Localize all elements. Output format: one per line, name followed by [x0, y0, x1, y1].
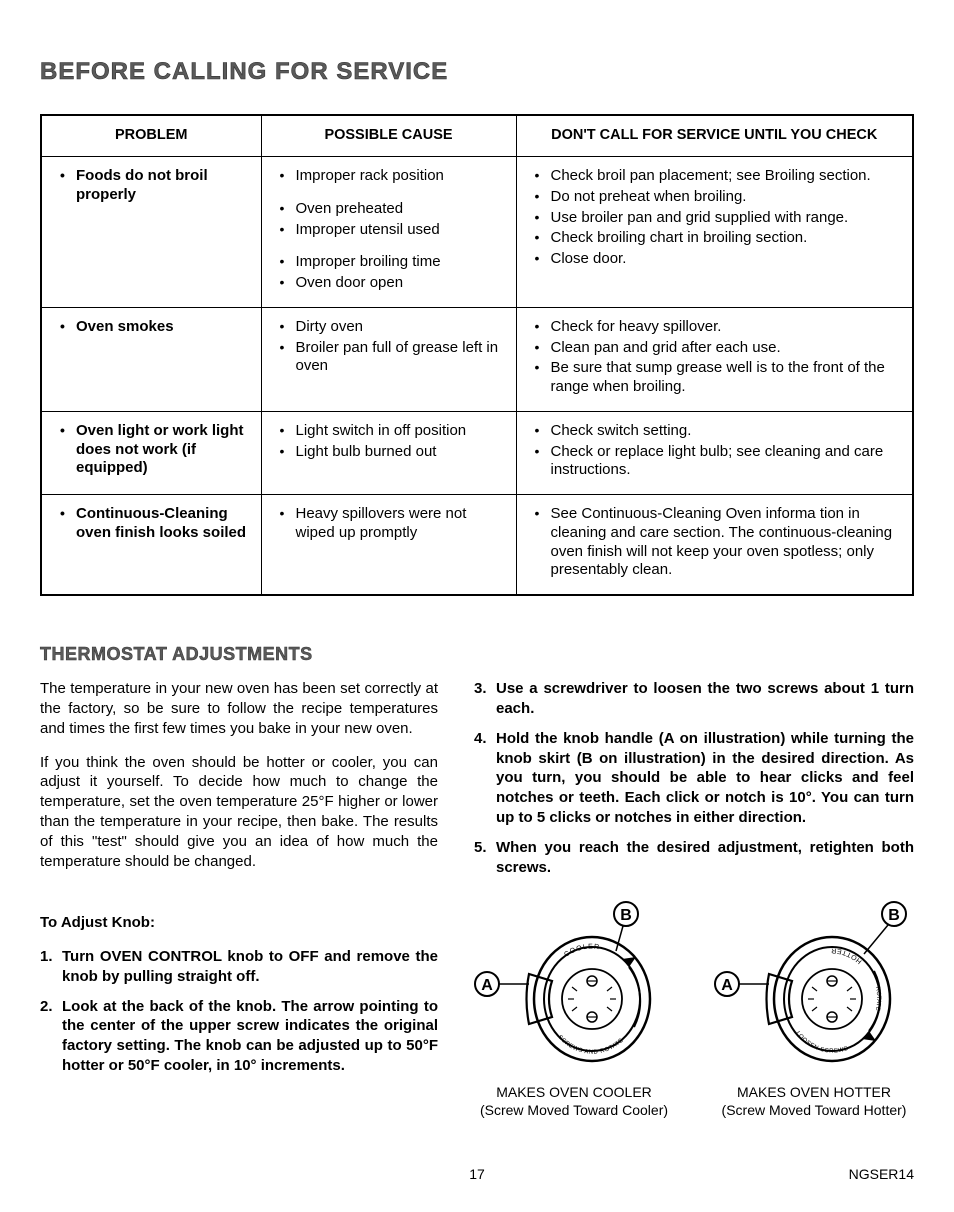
- list-item: Improper utensil used: [278, 221, 504, 240]
- left-column: The temperature in your new oven has bee…: [40, 679, 438, 1132]
- table-cell: Oven light or work light does not work (…: [41, 411, 261, 494]
- troubleshooting-table: PROBLEM POSSIBLE CAUSE DON'T CALL FOR SE…: [40, 114, 914, 596]
- knob-hotter-svg: B A: [714, 899, 914, 1069]
- step-item: Turn OVEN CONTROL knob to OFF and remove…: [40, 947, 438, 987]
- list-item: Check broil pan placement; see Broiling …: [533, 167, 901, 186]
- svg-text:LOOSEN SCREWS: LOOSEN SCREWS: [794, 1031, 849, 1055]
- cooler-caption-1: MAKES OVEN COOLER: [474, 1083, 674, 1101]
- step-item: Look at the back of the knob. The arrow …: [40, 997, 438, 1076]
- table-cell: Light switch in off position Light bulb b…: [261, 411, 516, 494]
- table-cell: Improper rack position Oven preheated Impr…: [261, 157, 516, 308]
- list-item: Heavy spillovers were not wiped up promp…: [278, 505, 504, 543]
- list-item: Oven door open: [278, 274, 504, 293]
- table-row: Oven smokes Dirty oven Broiler pan full of…: [41, 307, 913, 411]
- list-item: Clean pan and grid after each use.: [533, 339, 901, 358]
- knob-cooler-svg: B A: [474, 899, 674, 1069]
- th-problem: PROBLEM: [41, 115, 261, 157]
- list-item: Light bulb burned out: [278, 443, 504, 462]
- list-item: Broiler pan full of grease left in oven: [278, 339, 504, 377]
- hotter-caption-1: MAKES OVEN HOTTER: [714, 1083, 914, 1101]
- page-number: 17: [331, 1166, 622, 1182]
- table-row: Continuous-Cleaning oven finish looks so…: [41, 495, 913, 596]
- table-row: Oven light or work light does not work (…: [41, 411, 913, 494]
- list-item: Foods do not broil properly: [58, 167, 249, 205]
- thermo-p1: The temperature in your new oven has bee…: [40, 679, 438, 738]
- list-item: Continuous-Cleaning oven finish looks so…: [58, 505, 249, 543]
- table-row: Foods do not broil properly Improper rack…: [41, 157, 913, 308]
- step-item: Use a screwdriver to loosen the two scre…: [474, 679, 914, 719]
- table-cell: See Continuous-Cleaning Oven informa tio…: [516, 495, 913, 596]
- table-cell: Oven smokes: [41, 307, 261, 411]
- list-item: Check broiling chart in broiling section…: [533, 229, 901, 248]
- table-cell: Check switch setting. Check or replace li…: [516, 411, 913, 494]
- right-steps: Use a screwdriver to loosen the two scre…: [474, 679, 914, 877]
- step-item: Hold the knob handle (A on illustration)…: [474, 729, 914, 828]
- list-item: Dirty oven: [278, 318, 504, 337]
- svg-text:COOLER: COOLER: [563, 944, 600, 959]
- th-check: DON'T CALL FOR SERVICE UNTIL YOU CHECK: [516, 115, 913, 157]
- list-item: Check or replace light bulb; see cleanin…: [533, 443, 901, 481]
- table-cell: Dirty oven Broiler pan full of grease lef…: [261, 307, 516, 411]
- th-cause: POSSIBLE CAUSE: [261, 115, 516, 157]
- list-item: Improper rack position: [278, 167, 504, 186]
- hotter-caption-2: (Screw Moved Toward Hotter): [714, 1101, 914, 1119]
- table-cell: Check for heavy spillover. Clean pan and …: [516, 307, 913, 411]
- list-item: Close door.: [533, 250, 901, 269]
- thermo-p2: If you think the oven should be hotter o…: [40, 753, 438, 872]
- svg-text:B: B: [620, 907, 632, 924]
- thermostat-columns: The temperature in your new oven has bee…: [40, 679, 914, 1132]
- list-item: Oven preheated: [278, 200, 504, 219]
- diagram-row: B A: [474, 899, 914, 1119]
- step-item: When you reach the desired adjustment, r…: [474, 838, 914, 878]
- svg-text:A: A: [721, 977, 733, 994]
- diagram-cooler: B A: [474, 899, 674, 1119]
- list-item: Use broiler pan and grid supplied with r…: [533, 209, 901, 228]
- diagram-hotter: B A: [714, 899, 914, 1119]
- to-adjust-heading: To Adjust Knob:: [40, 913, 438, 933]
- list-item: Oven light or work light does not work (…: [58, 422, 249, 478]
- list-item: Check switch setting.: [533, 422, 901, 441]
- thermostat-heading: THERMOSTAT ADJUSTMENTS: [40, 644, 914, 665]
- table-cell: Foods do not broil properly: [41, 157, 261, 308]
- list-item: Check for heavy spillover.: [533, 318, 901, 337]
- table-cell: Continuous-Cleaning oven finish looks so…: [41, 495, 261, 596]
- svg-text:B: B: [888, 907, 900, 924]
- list-item: Light switch in off position: [278, 422, 504, 441]
- page-footer: 17 NGSER14: [40, 1166, 914, 1182]
- list-item: Be sure that sump grease well is to the …: [533, 359, 901, 397]
- table-cell: Check broil pan placement; see Broiling …: [516, 157, 913, 308]
- table-cell: Heavy spillovers were not wiped up promp…: [261, 495, 516, 596]
- cooler-caption-2: (Screw Moved Toward Cooler): [474, 1101, 674, 1119]
- list-item: See Continuous-Cleaning Oven informa tio…: [533, 505, 901, 580]
- svg-text:A: A: [481, 977, 493, 994]
- right-column: Use a screwdriver to loosen the two scre…: [474, 679, 914, 1132]
- list-item: Oven smokes: [58, 318, 249, 337]
- list-item: Do not preheat when broiling.: [533, 188, 901, 207]
- main-heading: BEFORE CALLING FOR SERVICE: [40, 58, 914, 86]
- left-steps: Turn OVEN CONTROL knob to OFF and remove…: [40, 947, 438, 1076]
- list-item: Improper broiling time: [278, 253, 504, 272]
- doc-code: NGSER14: [623, 1166, 914, 1182]
- svg-text:SCREWS AND ROTATE: SCREWS AND ROTATE: [556, 1035, 625, 1056]
- svg-text:ROTATE: ROTATE: [874, 987, 881, 1012]
